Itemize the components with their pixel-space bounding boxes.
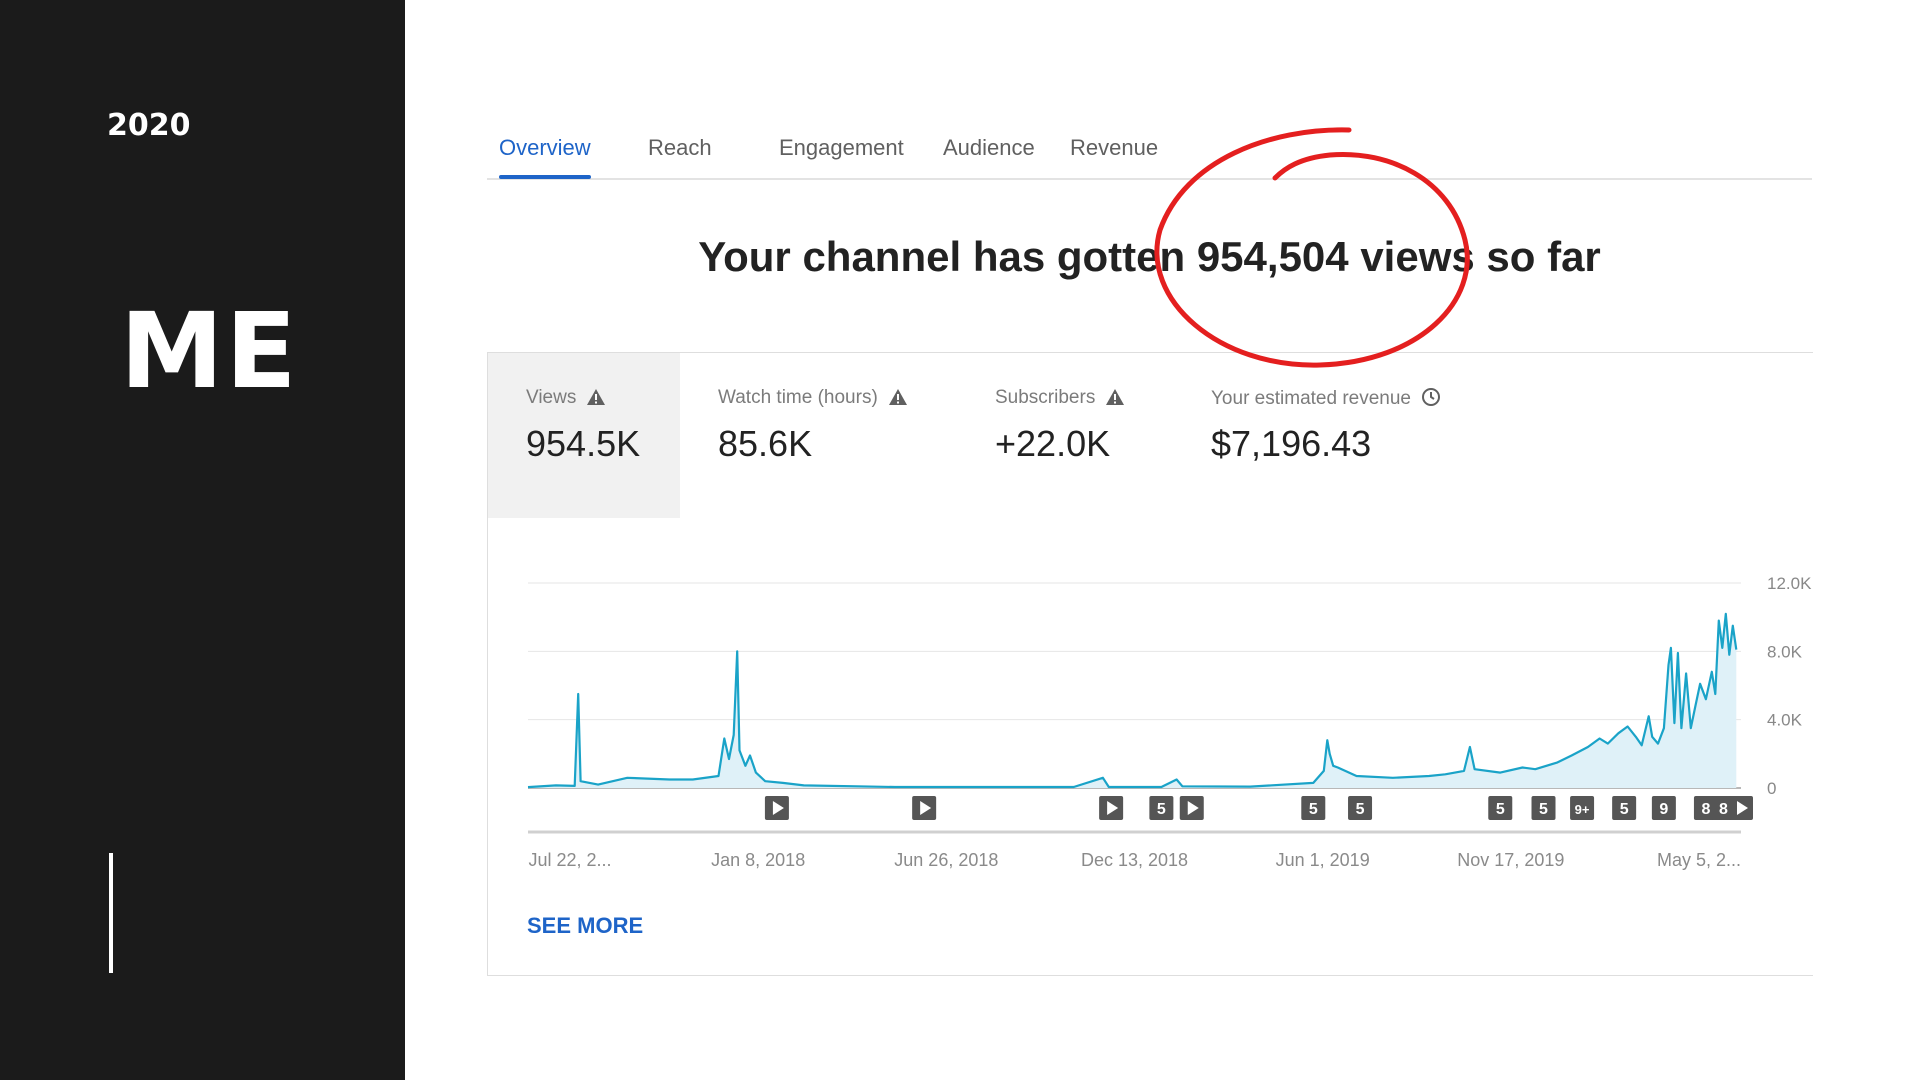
y-tick-label: 8.0K (1767, 642, 1803, 661)
metric-subscribers-value: +22.0K (995, 423, 1111, 464)
metric-revenue-value: $7,196.43 (1211, 423, 1372, 464)
metric-watch-time[interactable]: Watch time (hours) 85.6K (680, 353, 957, 518)
marker-count-label: 9+ (1575, 802, 1590, 817)
metric-views-value: 954.5K (526, 423, 641, 464)
series-area (528, 613, 1737, 788)
tab-revenue[interactable]: Revenue (1070, 135, 1159, 160)
tab-engagement[interactable]: Engagement (779, 135, 904, 160)
clock-icon (1421, 388, 1440, 406)
tab-reach[interactable]: Reach (648, 135, 712, 160)
count-marker (1301, 796, 1326, 820)
marker-count-label: 5 (1309, 801, 1318, 818)
count-marker (1570, 796, 1595, 820)
slide-side-panel: 2020 ME (0, 0, 405, 1080)
marker-count-label: 5 (1620, 801, 1629, 818)
marker-count-label: 9 (1659, 801, 1668, 818)
x-tick-label: Jun 1, 2019 (1276, 850, 1370, 870)
play-icon (772, 801, 784, 815)
x-tick-label: May 5, 2... (1657, 850, 1741, 870)
count-marker (1348, 796, 1373, 820)
views-chart: 12.0K 8.0K 4.0K 0 5 5 5 5 5 9+ 5 9 8 8 Jul 22, 2... Jan… (527, 574, 1812, 870)
count-marker (1531, 796, 1556, 820)
marker-count-label: 8 (1701, 801, 1710, 818)
tab-overview[interactable]: Overview (487, 128, 603, 179)
see-more-link[interactable]: SEE MORE (527, 913, 644, 938)
metric-subscribers[interactable]: Subscribers +22.0K (957, 353, 1173, 518)
metric-revenue-label: Your estimated revenue (1211, 387, 1441, 410)
play-icon (1107, 801, 1119, 815)
count-marker (1488, 796, 1513, 820)
overview-card: Views 954.5K Watch time (hours) 85.6K Su… (487, 352, 1813, 976)
x-tick-label: Jul 22, 2... (528, 850, 611, 870)
y-tick-label: 4.0K (1767, 711, 1803, 730)
marker-count-label: 5 (1356, 801, 1365, 818)
tab-audience[interactable]: Audience (943, 135, 1035, 160)
x-tick-label: Jun 26, 2018 (894, 850, 998, 870)
warning-icon (888, 389, 907, 405)
play-icon (920, 801, 932, 815)
metric-subscribers-label: Subscribers (995, 387, 1125, 409)
y-tick-label: 12.0K (1767, 574, 1812, 593)
play-icon (1187, 801, 1199, 815)
x-tick-label: Nov 17, 2019 (1457, 850, 1564, 870)
y-tick-label: 0 (1767, 779, 1776, 798)
views-headline: Your channel has gotten 954,504 views so… (698, 233, 1601, 280)
count-marker (1612, 796, 1637, 820)
metric-watch-time-value: 85.6K (718, 423, 813, 464)
vertical-divider (109, 853, 113, 973)
warning-icon (587, 389, 606, 405)
year-label: 2020 (107, 108, 191, 143)
slide-title: ME (120, 290, 299, 412)
play-icon (1737, 801, 1748, 815)
metric-watch-time-label: Watch time (hours) (718, 387, 908, 409)
marker-count-label: 8 (1719, 801, 1728, 818)
series-line (527, 612, 1738, 789)
warning-icon (1106, 389, 1125, 405)
metric-revenue[interactable]: Your estimated revenue $7,196.43 (1173, 353, 1503, 518)
analytics-tabs: Overview Reach Engagement Audience Reven… (487, 118, 1812, 180)
x-tick-label: Jan 8, 2018 (711, 850, 805, 870)
x-tick-label: Dec 13, 2018 (1081, 850, 1188, 870)
metric-views[interactable]: Views 954.5K (488, 353, 680, 518)
count-marker (1651, 796, 1676, 820)
marker-count-label: 5 (1539, 801, 1548, 818)
marker-count-label: 5 (1496, 801, 1505, 818)
metric-views-label: Views (526, 387, 606, 409)
count-marker (1149, 796, 1174, 820)
marker-count-label: 5 (1157, 801, 1166, 818)
